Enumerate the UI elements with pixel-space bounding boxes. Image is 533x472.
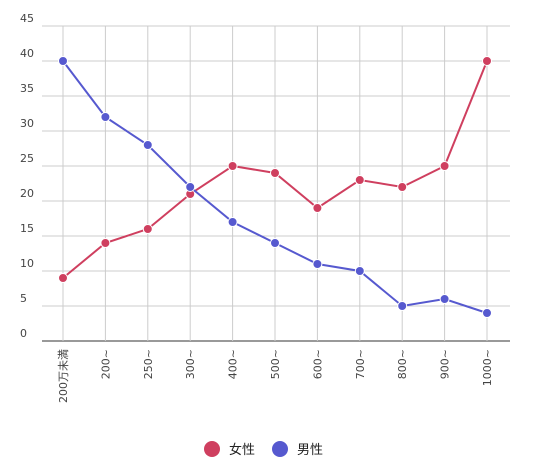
data-point	[100, 112, 111, 122]
data-point	[312, 259, 323, 269]
x-tick-label: 600~	[311, 349, 324, 379]
legend-label: 女性	[229, 442, 255, 458]
x-tick-label: 1000~	[481, 349, 494, 386]
legend-label: 男性	[297, 443, 323, 458]
x-tick-label: 200~	[99, 349, 112, 379]
x-tick-label: 200万未満	[57, 349, 70, 403]
x-tick-label: 300~	[184, 349, 197, 379]
data-point	[100, 238, 111, 248]
y-tick-label: 25	[20, 152, 34, 165]
data-point	[227, 217, 238, 227]
data-point	[354, 175, 365, 185]
data-point	[185, 182, 196, 192]
data-point	[482, 56, 492, 66]
y-tick-label: 0	[20, 327, 27, 340]
data-point	[270, 238, 280, 248]
y-tick-label: 30	[20, 117, 34, 130]
x-tick-label: 700~	[354, 349, 367, 379]
legend-marker	[204, 441, 220, 457]
data-point	[397, 182, 408, 192]
x-tick-label: 500~	[269, 349, 282, 379]
data-point	[58, 273, 68, 283]
data-point	[227, 161, 238, 171]
legend-marker	[272, 441, 288, 457]
y-tick-label: 40	[20, 47, 34, 60]
y-tick-label: 5	[20, 292, 27, 305]
x-tick-label: 400~	[227, 349, 240, 379]
data-point	[312, 203, 323, 213]
y-tick-label: 10	[20, 257, 34, 270]
y-tick-label: 20	[20, 187, 34, 200]
data-point	[482, 308, 492, 318]
y-tick-label: 35	[20, 82, 34, 95]
x-tick-label: 900~	[439, 349, 452, 379]
data-point	[354, 266, 365, 276]
data-point	[397, 301, 408, 311]
data-point	[142, 224, 153, 234]
data-point	[439, 161, 450, 171]
data-point	[439, 294, 450, 304]
y-tick-label: 45	[20, 12, 34, 25]
x-tick-label: 800~	[396, 349, 409, 379]
x-tick-label: 250~	[142, 349, 155, 379]
y-tick-label: 15	[20, 222, 34, 235]
data-point	[58, 56, 68, 66]
data-point	[270, 168, 280, 178]
data-point	[142, 140, 153, 150]
